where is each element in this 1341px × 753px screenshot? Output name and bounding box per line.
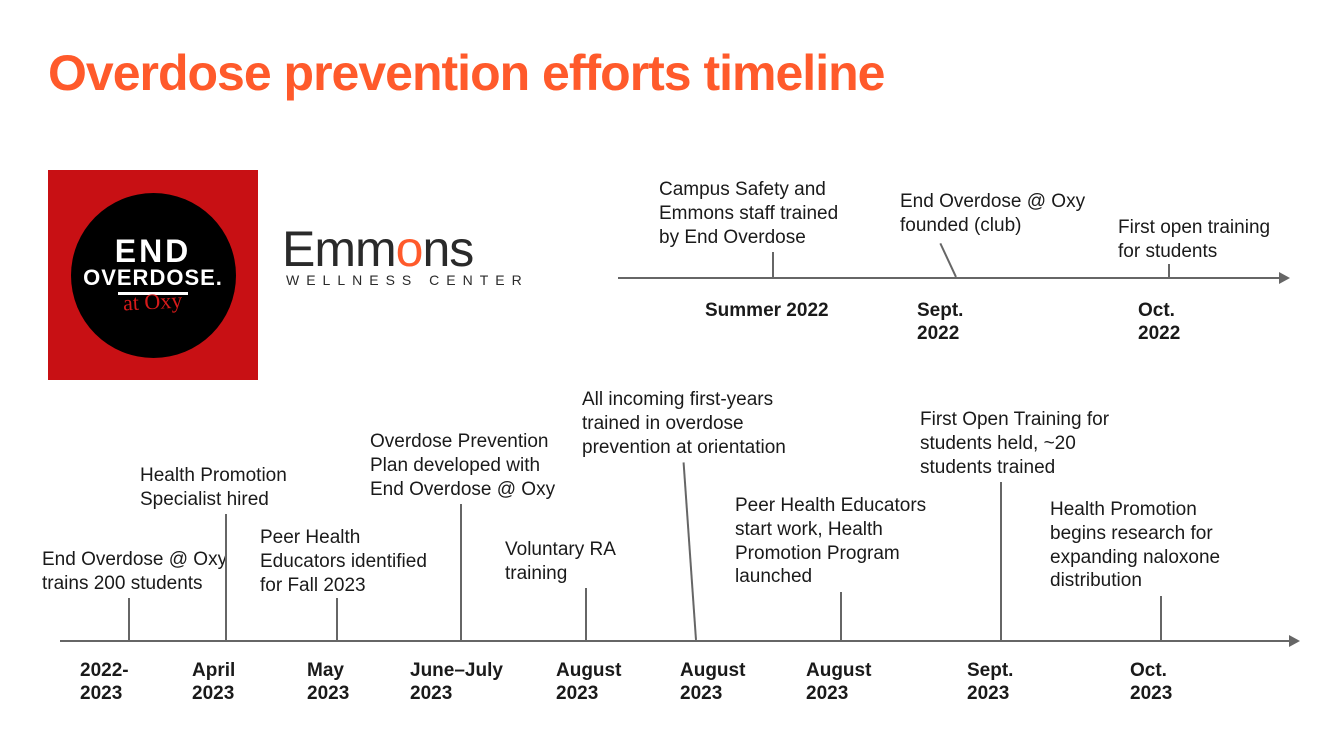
timeline-2-event-label: Health PromotionSpecialist hired (140, 464, 320, 512)
emmons-logo: Emmons WELLNESS CENTER (282, 220, 529, 288)
timeline-2-date-label: May2023 (307, 660, 349, 706)
timeline-2-event-label: Health Promotionbegins research forexpan… (1050, 498, 1260, 593)
timeline-2-date-label: August2023 (556, 660, 621, 706)
timeline-2-event-label: Peer Health Educatorsstart work, HealthP… (735, 494, 965, 589)
timeline-2-connector (840, 592, 842, 640)
logo-overdose-text: OVERDOSE. (83, 265, 223, 290)
timeline-2-arrow (1289, 635, 1300, 647)
logo-script-text: at Oxy (123, 287, 184, 316)
timeline-1-event-label: First open trainingfor students (1118, 216, 1318, 264)
timeline-2-event-label: End Overdose @ Oxytrains 200 students (42, 548, 247, 596)
timeline-2-connector (1160, 596, 1162, 640)
timeline-2-connector (585, 588, 587, 640)
timeline-2-connector (460, 504, 462, 640)
timeline-2-connector (1000, 482, 1002, 640)
timeline-2-date-label: Oct.2023 (1130, 660, 1172, 706)
timeline-2-event-label: Overdose PreventionPlan developed withEn… (370, 430, 585, 501)
timeline-2-axis (60, 640, 1290, 642)
timeline-1-arrow (1279, 272, 1290, 284)
end-overdose-logo: END OVERDOSE. at Oxy (48, 170, 258, 380)
timeline-2-date-label: August2023 (806, 660, 871, 706)
timeline-1-date-label: Summer 2022 (705, 300, 829, 323)
timeline-2-date-label: August2023 (680, 660, 745, 706)
timeline-2-event-label: Voluntary RAtraining (505, 538, 655, 586)
timeline-2-date-label: June–July2023 (410, 660, 503, 706)
timeline-2-connector (336, 598, 338, 640)
emmons-sub: WELLNESS CENTER (286, 272, 529, 288)
page-title: Overdose prevention efforts timeline (48, 44, 884, 102)
timeline-1-date-label: Oct.2022 (1138, 300, 1180, 346)
timeline-1-axis (618, 277, 1280, 279)
timeline-2-connector (683, 462, 697, 640)
timeline-2-connector (225, 514, 227, 640)
timeline-2-event-label: First Open Training forstudents held, ~2… (920, 408, 1150, 479)
emmons-word: Emmons (282, 220, 529, 278)
timeline-2-connector (128, 598, 130, 640)
timeline-1-connector (939, 243, 956, 277)
timeline-2-event-label: All incoming first-yearstrained in overd… (582, 388, 832, 459)
timeline-1-date-label: Sept.2022 (917, 300, 963, 346)
timeline-2-event-label: Peer HealthEducators identifiedfor Fall … (260, 526, 460, 597)
timeline-1-connector (772, 252, 774, 277)
timeline-2-date-label: Sept.2023 (967, 660, 1013, 706)
timeline-2-date-label: April2023 (192, 660, 235, 706)
timeline-1-connector (1168, 264, 1170, 277)
timeline-1-event-label: Campus Safety andEmmons staff trainedby … (659, 178, 879, 249)
logo-end-text: END (115, 235, 192, 267)
timeline-1-event-label: End Overdose @ Oxyfounded (club) (900, 190, 1110, 238)
timeline-2-date-label: 2022-2023 (80, 660, 129, 706)
end-overdose-logo-circle: END OVERDOSE. at Oxy (71, 193, 236, 358)
